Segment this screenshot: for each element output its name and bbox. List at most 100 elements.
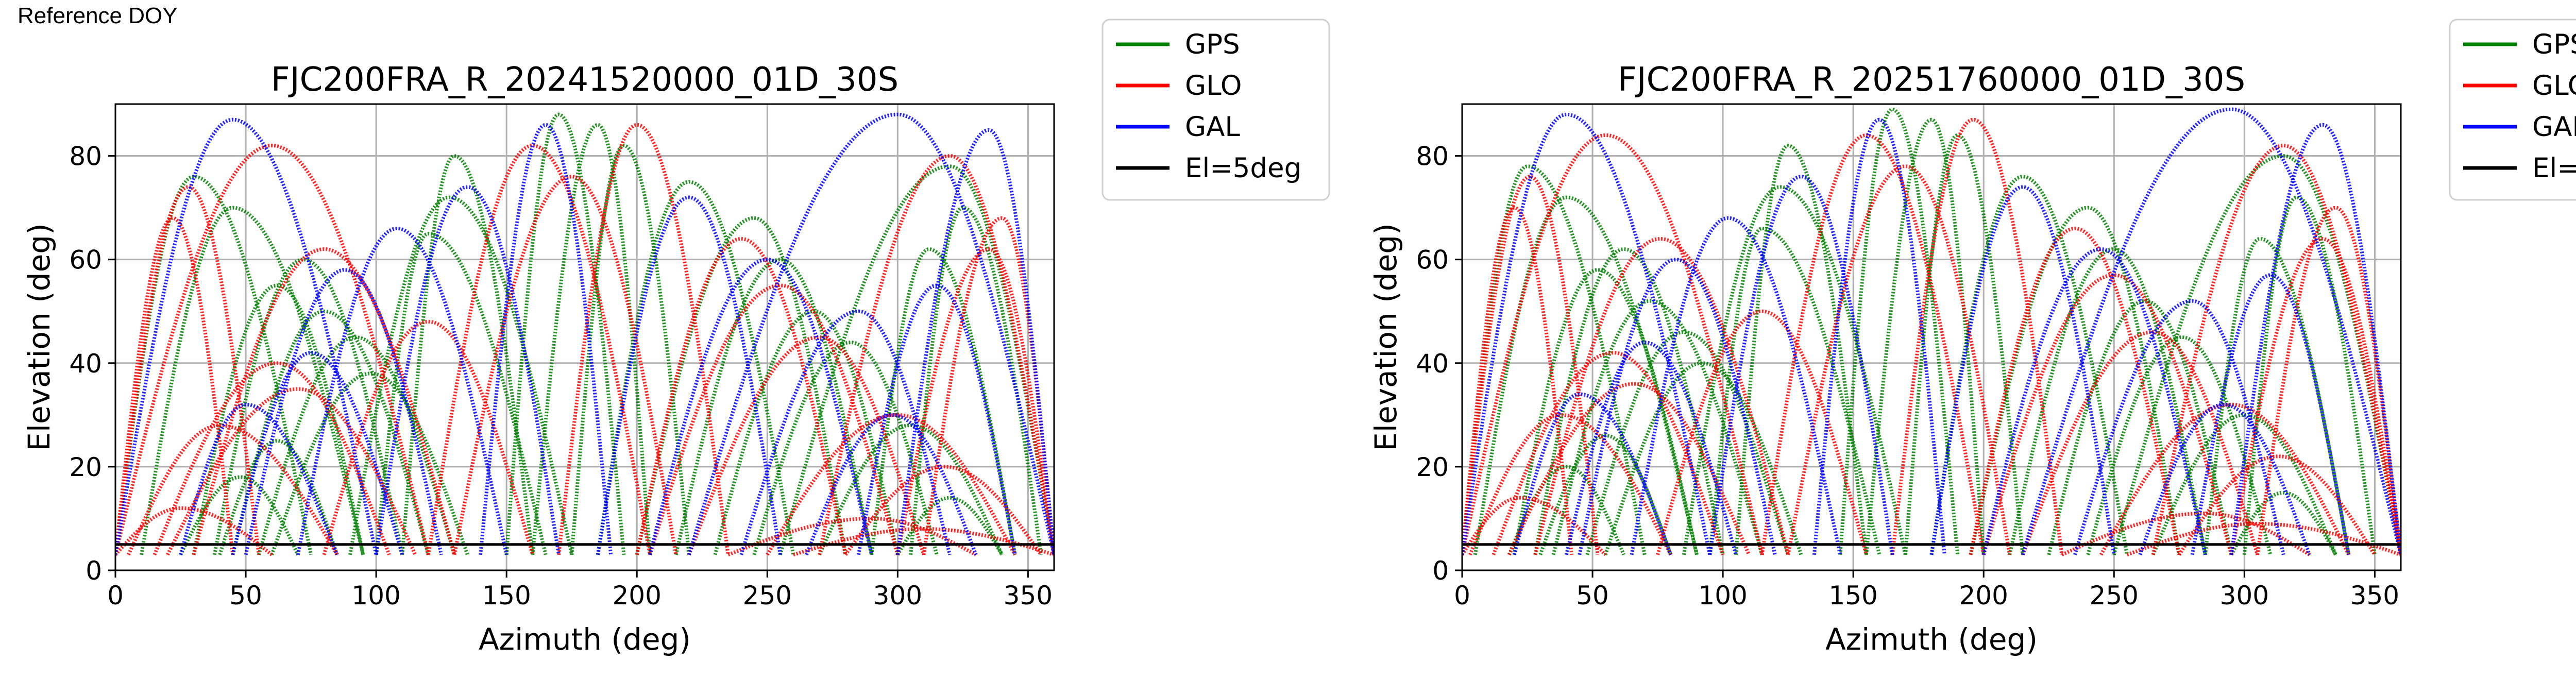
track-gal: [596, 195, 783, 555]
track-gps: [1507, 465, 1626, 556]
chart-panel-2: 0 50 100 150 200 250 300 350 0 20 40 60 80 FJC200FRA_…: [1368, 19, 2576, 657]
legend-box: [2449, 19, 2576, 201]
y-tick-label: 80: [1416, 142, 1449, 172]
track-gal: [296, 226, 509, 555]
track-gal: [179, 402, 339, 556]
track-gal: [739, 309, 952, 555]
x-tick-label: 150: [1828, 581, 1877, 611]
track-glo: [2099, 402, 2350, 556]
track-gps: [1682, 185, 1907, 555]
track-glo: [115, 143, 430, 555]
legend-label: GPS: [2532, 29, 2576, 60]
track-glo: [1981, 273, 2233, 555]
track-gps: [504, 112, 626, 555]
track-gal: [244, 268, 444, 555]
track-gps: [179, 475, 300, 556]
track-glo: [766, 413, 1017, 556]
track-gps: [674, 258, 874, 555]
track-gps: [596, 180, 795, 555]
track-gps: [192, 283, 365, 555]
reference-doy-label: Reference DOY: [18, 3, 178, 28]
legend-label: GLO: [1185, 70, 1242, 101]
x-tick-label: 350: [1004, 581, 1053, 611]
track-gps: [1929, 175, 2129, 555]
track-gps: [778, 164, 1054, 555]
track-gal: [1708, 175, 1894, 555]
track-gps: [2242, 195, 2377, 555]
track-glo: [556, 123, 730, 555]
track-gps: [1838, 107, 1960, 555]
track-glo: [2177, 454, 2377, 556]
track-gps: [1512, 268, 1699, 555]
legend-label: GAL: [2532, 111, 2576, 143]
track-gal: [804, 413, 978, 556]
x-axis-title: Azimuth (deg): [479, 622, 691, 657]
y-axis-title: Elevation (deg): [1368, 223, 1403, 451]
y-tick-label: 20: [69, 452, 102, 482]
track-gps: [2151, 413, 2337, 556]
track-gal: [374, 185, 561, 555]
track-gal: [2021, 107, 2401, 555]
x-tick-label: 100: [351, 581, 400, 611]
x-tick-label: 350: [2350, 581, 2399, 611]
x-tick-label: 0: [107, 581, 124, 611]
track-glo: [1786, 164, 2012, 555]
track-gal: [1630, 216, 1842, 555]
track-gps: [231, 309, 430, 555]
chart-title: FJC200FRA_R_20241520000_01D_30S: [271, 61, 899, 99]
track-gps: [1734, 143, 1868, 555]
track-glo: [687, 335, 926, 556]
track-gal: [1564, 341, 1738, 555]
track-glo: [452, 175, 678, 555]
track-glo: [844, 465, 1043, 556]
y-tick-label: 20: [1416, 452, 1449, 482]
track-gal: [231, 351, 404, 555]
y-tick-label: 60: [69, 245, 102, 275]
track-glo: [2061, 511, 2311, 556]
track-glo: [1969, 226, 2181, 555]
y-axis-title: Elevation (deg): [22, 223, 57, 451]
track-gal: [895, 128, 1054, 555]
track-gal: [2190, 273, 2351, 555]
track-gal: [687, 112, 1054, 555]
track-glo: [2229, 236, 2401, 555]
track-gal: [2138, 402, 2312, 556]
track-gps: [140, 206, 365, 555]
legend-label: GAL: [1185, 111, 1240, 143]
x-tick-label: 150: [482, 581, 531, 611]
track-gps: [2047, 299, 2233, 555]
track-glo: [1890, 117, 2064, 555]
x-tick-label: 200: [1959, 581, 2008, 611]
x-tick-label: 200: [613, 581, 662, 611]
plot-frame: [114, 103, 1055, 571]
plot-frame: [1461, 103, 2402, 571]
track-gal: [1929, 185, 2116, 555]
track-gps: [1969, 206, 2181, 555]
track-glo: [115, 185, 261, 555]
x-tick-label: 50: [1576, 581, 1609, 611]
track-glo: [727, 516, 977, 557]
track-gal: [648, 258, 874, 555]
x-tick-label: 300: [873, 581, 922, 611]
legend-label: GLO: [2532, 70, 2576, 101]
track-gps: [1903, 133, 2025, 555]
track-glo: [127, 423, 339, 556]
chart-title: FJC200FRA_R_20251760000_01D_30S: [1618, 61, 2245, 99]
track-gal: [115, 117, 378, 555]
track-glo: [895, 247, 1054, 555]
track-gal: [1981, 247, 2207, 555]
x-tick-label: 300: [2220, 581, 2269, 611]
legend-label: GPS: [1185, 29, 1240, 60]
track-glo: [322, 319, 535, 555]
track-gps: [2086, 335, 2273, 555]
track-layer: [1462, 107, 2401, 557]
y-tick-label: 0: [86, 556, 102, 586]
track-glo: [648, 283, 900, 555]
track-glo: [818, 154, 1054, 555]
x-tick-label: 250: [743, 581, 792, 611]
legend-label: El=5deg: [1185, 152, 1301, 184]
chart-panel-1: 0 50 100 150 200 250 300 350 0 20 40 60 80 FJC200FRA_…: [22, 19, 1330, 657]
track-gal: [2229, 123, 2401, 555]
track-glo: [1760, 133, 1986, 555]
track-layer: [115, 112, 1054, 557]
